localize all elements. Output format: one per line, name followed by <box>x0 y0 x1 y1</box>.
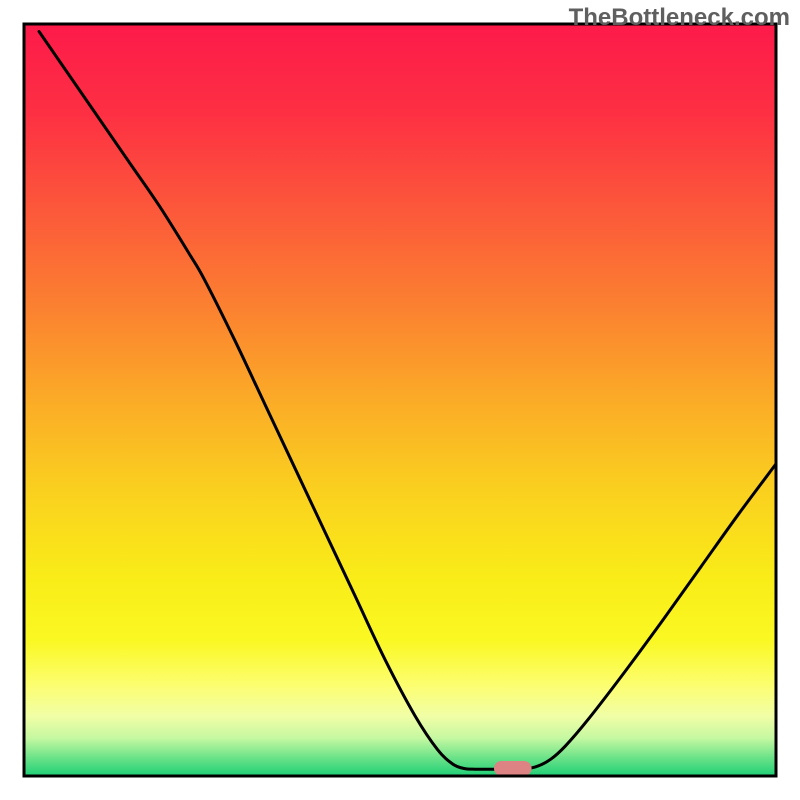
chart-container: TheBottleneck.com <box>0 0 800 800</box>
plot-background <box>24 24 776 776</box>
optimal-marker <box>494 761 532 776</box>
bottleneck-chart <box>0 0 800 800</box>
